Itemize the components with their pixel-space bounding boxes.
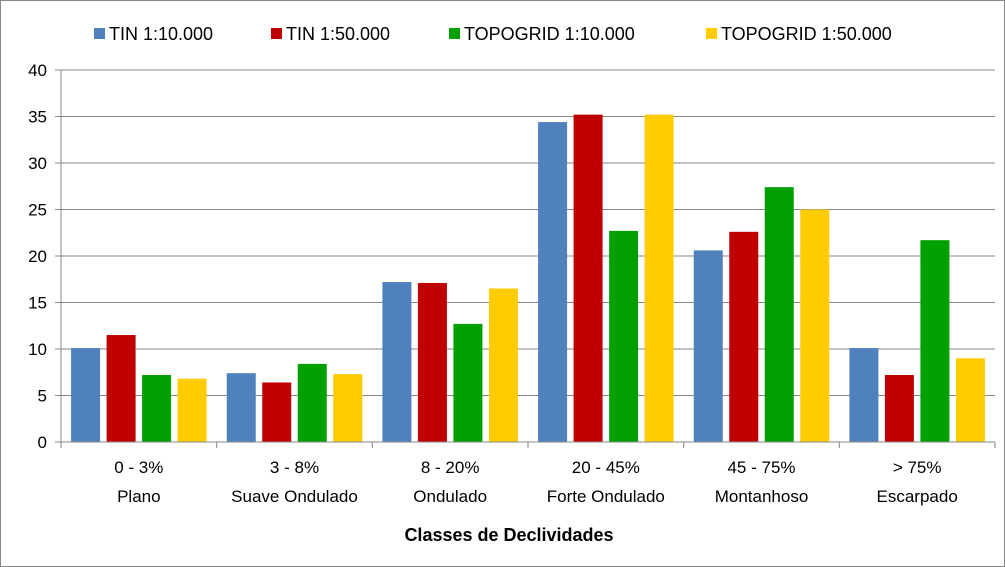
bar-1-2 bbox=[226, 373, 256, 442]
legend-swatch bbox=[271, 28, 282, 39]
axes bbox=[60, 70, 996, 448]
bar-2-5 bbox=[729, 231, 759, 442]
x-category-range-label: 0 - 3% bbox=[114, 458, 163, 477]
legend-label: TOPOGRID 1:10.000 bbox=[464, 24, 635, 44]
bar-1-5 bbox=[693, 250, 723, 442]
y-tick-label: 30 bbox=[28, 154, 47, 173]
bar-4-6 bbox=[955, 358, 985, 442]
bar-1-4 bbox=[538, 122, 568, 442]
y-tick-label: 40 bbox=[28, 61, 47, 80]
y-tick-label: 25 bbox=[28, 201, 47, 220]
legend-swatch bbox=[94, 28, 105, 39]
y-axis-ticks: 0 5 10 15 20 25 30 35 40 bbox=[28, 61, 61, 452]
bar-4-2 bbox=[333, 374, 363, 442]
x-category-name-label: Suave Ondulado bbox=[231, 487, 358, 506]
bar-1-1 bbox=[71, 348, 101, 442]
legend: TIN 1:10.000 TIN 1:50.000 TOPOGRID 1:10.00… bbox=[94, 24, 892, 44]
x-category-name-label: Montanhoso bbox=[715, 487, 809, 506]
x-category-range-label: 3 - 8% bbox=[270, 458, 319, 477]
x-category-name-label: Forte Ondulado bbox=[547, 487, 665, 506]
x-category-range-label: 45 - 75% bbox=[727, 458, 795, 477]
legend-label: TIN 1:50.000 bbox=[286, 24, 390, 44]
y-tick-label: 10 bbox=[28, 340, 47, 359]
legend-label: TIN 1:10.000 bbox=[109, 24, 213, 44]
bar-1-3 bbox=[382, 282, 412, 442]
bars bbox=[71, 114, 985, 442]
x-category-name-label: Ondulado bbox=[413, 487, 487, 506]
bar-3-4 bbox=[609, 230, 639, 442]
legend-item-1: TIN 1:10.000 bbox=[94, 24, 213, 44]
bar-4-3 bbox=[488, 288, 518, 442]
legend-item-3: TOPOGRID 1:10.000 bbox=[449, 24, 635, 44]
bar-3-3 bbox=[453, 323, 483, 442]
x-axis-categories: 0 - 3% Plano 3 - 8% Suave Ondulado 8 - 20% On… bbox=[114, 458, 958, 506]
bar-2-2 bbox=[262, 382, 292, 442]
bar-3-6 bbox=[920, 240, 950, 442]
y-tick-label: 0 bbox=[38, 433, 47, 452]
x-category-name-label: Plano bbox=[117, 487, 160, 506]
y-tick-label: 35 bbox=[28, 108, 47, 127]
x-category-range-label: 20 - 45% bbox=[572, 458, 640, 477]
bar-3-5 bbox=[764, 187, 794, 442]
bar-2-1 bbox=[106, 335, 136, 442]
legend-swatch bbox=[449, 28, 460, 39]
legend-item-4: TOPOGRID 1:50.000 bbox=[706, 24, 892, 44]
legend-item-2: TIN 1:50.000 bbox=[271, 24, 390, 44]
gridlines bbox=[61, 69, 995, 396]
y-tick-label: 5 bbox=[38, 387, 47, 406]
bar-2-4 bbox=[573, 114, 603, 442]
bar-4-5 bbox=[800, 209, 830, 442]
x-category-range-label: 8 - 20% bbox=[421, 458, 480, 477]
bar-4-1 bbox=[177, 378, 207, 442]
bar-4-4 bbox=[644, 114, 674, 442]
x-category-name-label: Escarpado bbox=[877, 487, 958, 506]
bar-3-2 bbox=[297, 363, 327, 442]
legend-label: TOPOGRID 1:50.000 bbox=[721, 24, 892, 44]
x-category-range-label: > 75% bbox=[893, 458, 942, 477]
x-axis-title: Classes de Declividades bbox=[404, 525, 613, 545]
bar-2-3 bbox=[417, 282, 447, 442]
y-tick-label: 15 bbox=[28, 294, 47, 313]
bar-2-6 bbox=[884, 375, 914, 442]
y-tick-label: 20 bbox=[28, 247, 47, 266]
legend-swatch bbox=[706, 28, 717, 39]
bar-3-1 bbox=[142, 375, 172, 442]
bar-1-6 bbox=[849, 348, 879, 442]
